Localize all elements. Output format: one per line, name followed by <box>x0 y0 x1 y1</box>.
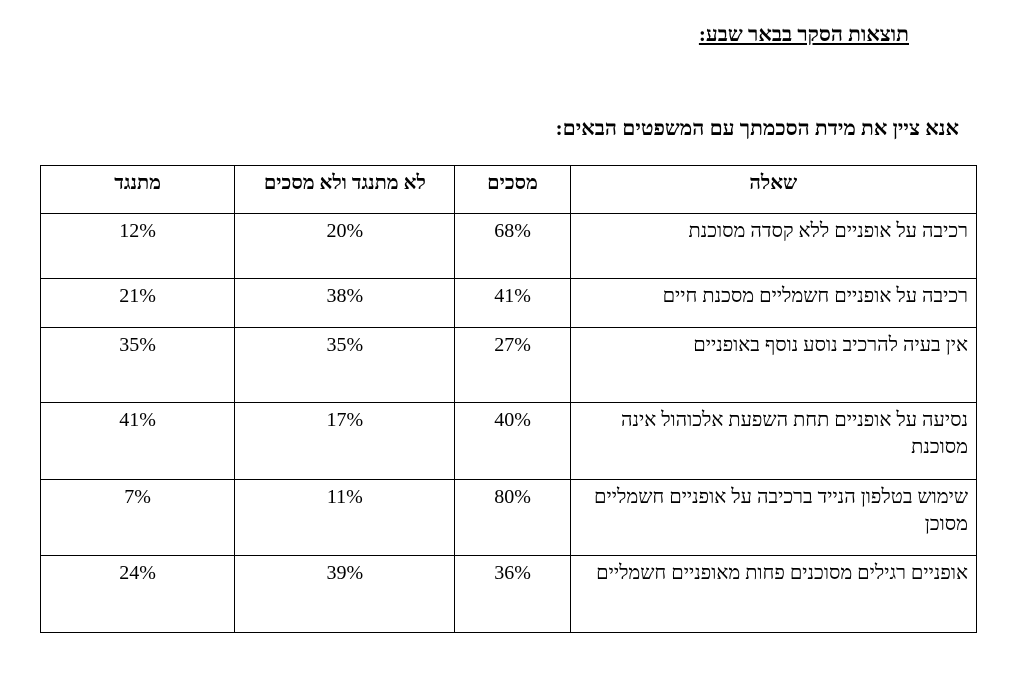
disagree-cell: 21% <box>39 278 236 328</box>
table-row: נסיעה על אופניים תחת השפעת אלכוהול אינה … <box>39 402 978 480</box>
header-disagree: מתנגד <box>39 165 236 214</box>
agree-cell: 80% <box>454 479 571 556</box>
question-cell: רכיבה על אופניים ללא קסדה מסוכנת <box>569 213 978 279</box>
header-agree: מסכים <box>454 165 571 214</box>
header-neutral: לא מתנגד ולא מסכים <box>234 165 456 214</box>
table-header-row: שאלה מסכים לא מתנגד ולא מסכים מתנגד <box>39 165 978 214</box>
question-cell: רכיבה על אופניים חשמליים מסכנת חיים <box>569 278 978 328</box>
neutral-cell: 11% <box>234 479 456 556</box>
table-row: רכיבה על אופניים חשמליים מסכנת חיים 41% … <box>39 278 978 328</box>
disagree-cell: 35% <box>39 327 236 403</box>
disagree-cell: 41% <box>39 402 236 480</box>
question-cell: נסיעה על אופניים תחת השפעת אלכוהול אינה … <box>569 402 978 480</box>
question-cell: שימוש בטלפון הנייד ברכיבה על אופניים חשמ… <box>569 479 978 556</box>
agree-cell: 68% <box>454 213 571 279</box>
table-row: שימוש בטלפון הנייד ברכיבה על אופניים חשמ… <box>39 479 978 556</box>
agree-cell: 40% <box>454 402 571 480</box>
disagree-cell: 12% <box>39 213 236 279</box>
survey-results-table: שאלה מסכים לא מתנגד ולא מסכים מתנגד רכיב… <box>39 165 978 633</box>
agree-cell: 41% <box>454 278 571 328</box>
neutral-cell: 39% <box>234 555 456 633</box>
disagree-cell: 24% <box>39 555 236 633</box>
neutral-cell: 38% <box>234 278 456 328</box>
table-row: אופניים רגילים מסוכנים פחות מאופניים חשמ… <box>39 555 978 633</box>
question-cell: אין בעיה להרכיב נוסע נוסף באופניים <box>569 327 978 403</box>
agree-cell: 27% <box>454 327 571 403</box>
question-cell: אופניים רגילים מסוכנים פחות מאופניים חשמ… <box>569 555 978 633</box>
neutral-cell: 17% <box>234 402 456 480</box>
header-question: שאלה <box>569 165 978 214</box>
disagree-cell: 7% <box>39 479 236 556</box>
table-row: רכיבה על אופניים ללא קסדה מסוכנת 68% 20%… <box>39 213 978 279</box>
neutral-cell: 20% <box>234 213 456 279</box>
document-title: תוצאות הסקר בבאר שבע: <box>698 22 909 46</box>
table-row: אין בעיה להרכיב נוסע נוסף באופניים 27% 3… <box>39 327 978 403</box>
neutral-cell: 35% <box>234 327 456 403</box>
instruction-text: אנא ציין את מידת הסכמתך עם המשפטים הבאים… <box>555 116 959 140</box>
agree-cell: 36% <box>454 555 571 633</box>
